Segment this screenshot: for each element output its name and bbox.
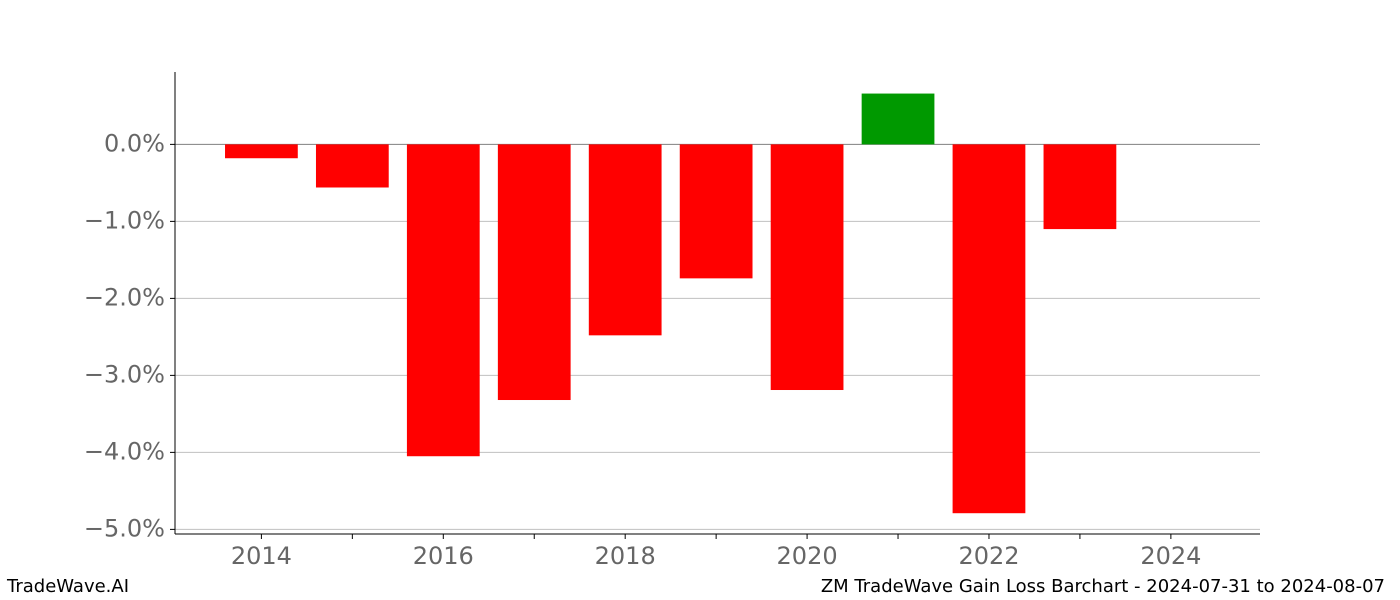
x-tick-label: 2014 (231, 542, 292, 570)
bar (406, 144, 480, 457)
x-tick-label: 2016 (413, 542, 474, 570)
bar (497, 144, 571, 401)
x-tick-label: 2024 (1140, 542, 1201, 570)
bar (225, 144, 298, 159)
bar (315, 144, 389, 188)
x-tick-label: 2022 (958, 542, 1019, 570)
x-tick-label: 2020 (777, 542, 838, 570)
bar (588, 144, 662, 336)
y-tick-label: −2.0% (84, 283, 165, 311)
bar (770, 144, 844, 391)
footer-left: TradeWave.AI (6, 576, 129, 597)
y-tick-label: −3.0% (84, 360, 165, 388)
y-tick-label: −5.0% (84, 514, 165, 542)
y-tick-label: −1.0% (84, 206, 165, 234)
x-tick-label: 2018 (595, 542, 656, 570)
bar (679, 144, 753, 279)
y-tick-label: −4.0% (84, 437, 165, 465)
footer-right: ZM TradeWave Gain Loss Barchart - 2024-0… (821, 576, 1385, 597)
bar (861, 93, 935, 145)
bar (1043, 144, 1117, 230)
y-tick-label: 0.0% (104, 129, 165, 157)
bar (952, 144, 1026, 514)
